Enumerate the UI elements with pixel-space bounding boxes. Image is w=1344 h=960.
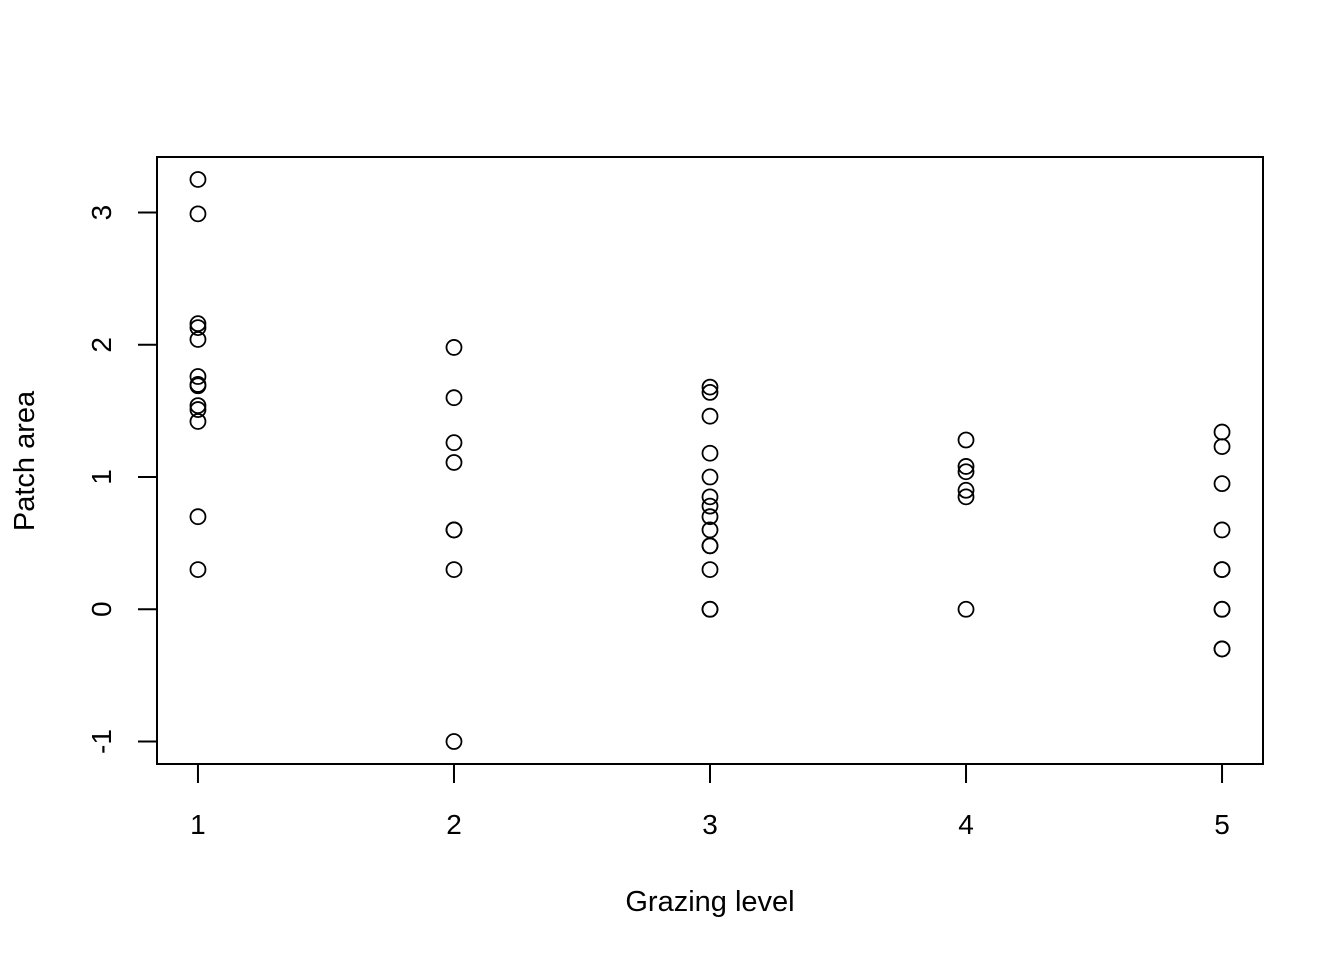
data-point [701, 497, 719, 515]
data-point [957, 481, 975, 499]
data-point [701, 600, 719, 618]
x-tick-label: 3 [702, 809, 718, 840]
x-tick-label: 4 [958, 809, 974, 840]
data-point [189, 205, 207, 223]
data-point [957, 600, 975, 618]
data-point [445, 339, 463, 356]
x-tick-label: 2 [446, 809, 462, 840]
y-tick-label: -1 [86, 729, 117, 754]
data-point [189, 413, 207, 430]
data-point [189, 561, 207, 579]
data-point [445, 521, 463, 539]
data-point [1213, 600, 1231, 618]
data-point [701, 537, 719, 555]
data-point [701, 468, 719, 486]
data-point [701, 378, 719, 396]
data-point [957, 458, 975, 475]
y-tick-label: 3 [86, 205, 117, 221]
data-point [189, 171, 207, 188]
data-point [701, 561, 719, 579]
data-point [445, 733, 463, 750]
data-point [701, 383, 719, 401]
y-tick-label: 0 [86, 601, 117, 617]
data-point [445, 434, 463, 452]
data-points [189, 171, 1231, 750]
x-tick-label: 5 [1214, 809, 1230, 840]
data-point [189, 315, 207, 333]
data-point [957, 488, 975, 506]
data-point [701, 508, 719, 526]
data-point [1213, 640, 1231, 658]
data-point [445, 389, 463, 407]
data-point [1213, 521, 1231, 539]
data-point [1213, 475, 1231, 493]
data-point [189, 401, 207, 418]
data-point [189, 508, 207, 526]
data-point [1213, 423, 1231, 441]
data-point [189, 368, 207, 385]
data-point [189, 377, 207, 395]
y-axis-label: Patch area [9, 390, 41, 531]
y-tick-label: 1 [86, 469, 117, 485]
data-point [445, 454, 463, 471]
data-point [189, 397, 207, 415]
x-tick-label: 1 [190, 809, 206, 840]
data-point [1213, 561, 1231, 579]
data-point [957, 463, 975, 481]
x-axis-label: Grazing level [625, 886, 794, 918]
y-axis: -1 0 1 2 3 [86, 205, 158, 754]
y-tick-label: 2 [86, 337, 117, 353]
data-point [189, 331, 207, 348]
data-point [189, 319, 207, 336]
data-point [701, 488, 719, 506]
data-point [957, 431, 975, 449]
data-point [701, 444, 719, 462]
x-axis: 1 2 3 4 5 [190, 763, 1230, 840]
data-point [1213, 438, 1231, 456]
data-point [701, 407, 719, 425]
data-point [445, 561, 463, 579]
